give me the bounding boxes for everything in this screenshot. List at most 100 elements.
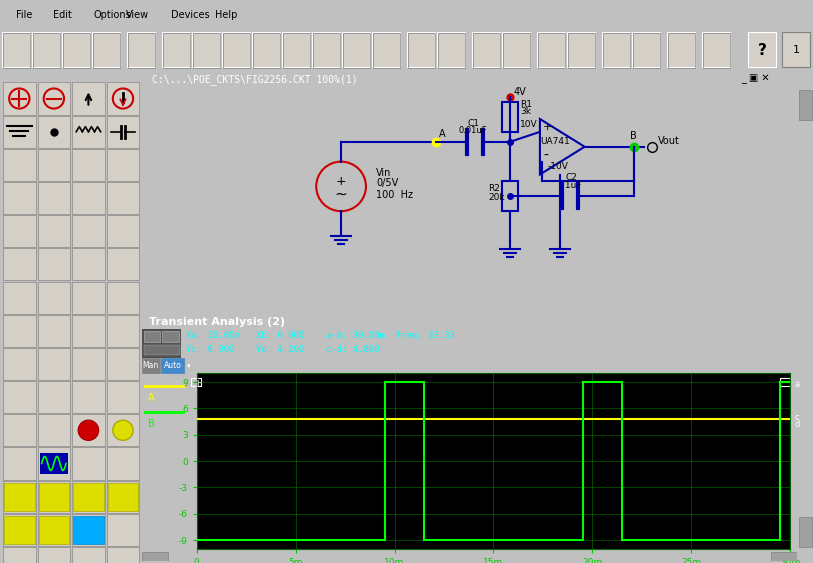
Bar xyxy=(780,378,790,386)
Text: 3k: 3k xyxy=(520,107,531,116)
Bar xyxy=(3,149,36,181)
Text: Auto: Auto xyxy=(164,361,182,370)
Text: File: File xyxy=(16,10,33,20)
Bar xyxy=(3,381,36,413)
Bar xyxy=(107,482,138,511)
Text: R2: R2 xyxy=(489,184,500,193)
Text: Yc: 9.000    Yd: 4.200    c-d: 4.800: Yc: 9.000 Yd: 4.200 c-d: 4.800 xyxy=(185,345,379,354)
Bar xyxy=(4,482,34,511)
Text: a: a xyxy=(794,380,799,389)
Bar xyxy=(252,32,280,68)
Bar xyxy=(538,33,565,68)
Bar xyxy=(144,345,180,355)
Bar xyxy=(3,33,30,68)
Bar xyxy=(107,82,139,115)
Bar xyxy=(62,32,90,68)
Bar xyxy=(502,181,518,211)
Bar xyxy=(312,32,340,68)
Text: Options: Options xyxy=(93,10,131,20)
Text: Devices: Devices xyxy=(171,10,210,20)
Bar xyxy=(72,248,105,280)
Text: .1uF: .1uF xyxy=(562,181,581,190)
Bar xyxy=(3,115,36,148)
Bar xyxy=(72,149,105,181)
Bar xyxy=(107,149,139,181)
Bar xyxy=(633,33,660,68)
Bar xyxy=(107,315,139,347)
Bar xyxy=(438,33,465,68)
Bar xyxy=(3,481,36,513)
Text: 1: 1 xyxy=(793,46,799,55)
Bar xyxy=(632,32,660,68)
Text: _ ▣ ✕: _ ▣ ✕ xyxy=(741,74,770,84)
Circle shape xyxy=(78,420,98,440)
Text: +: + xyxy=(336,175,346,188)
Bar xyxy=(72,282,105,314)
Bar xyxy=(37,381,70,413)
Bar xyxy=(107,448,139,480)
Bar xyxy=(253,33,280,68)
Text: R1: R1 xyxy=(520,100,532,109)
Bar xyxy=(373,33,400,68)
Bar xyxy=(93,33,120,68)
Bar xyxy=(567,32,595,68)
Bar xyxy=(163,331,179,342)
Bar xyxy=(72,481,105,513)
Bar xyxy=(37,348,70,380)
Bar xyxy=(107,182,139,214)
Bar xyxy=(144,331,160,342)
Bar xyxy=(72,513,105,546)
Bar xyxy=(3,315,36,347)
Bar xyxy=(107,215,139,247)
Bar xyxy=(603,33,630,68)
Bar xyxy=(37,149,70,181)
Bar xyxy=(162,32,190,68)
Bar xyxy=(472,32,500,68)
Bar xyxy=(39,482,69,511)
Bar xyxy=(37,282,70,314)
Bar xyxy=(37,513,70,546)
Bar xyxy=(3,182,36,214)
Bar xyxy=(107,282,139,314)
Bar xyxy=(799,90,812,119)
Bar xyxy=(3,513,36,546)
Bar xyxy=(37,182,70,214)
Bar xyxy=(107,248,139,280)
Bar xyxy=(128,33,155,68)
Bar xyxy=(92,32,120,68)
Bar xyxy=(37,315,70,347)
Bar xyxy=(107,414,139,446)
Bar xyxy=(3,82,36,115)
Bar xyxy=(782,32,810,68)
Bar xyxy=(142,358,161,374)
Bar xyxy=(37,248,70,280)
Bar xyxy=(667,32,695,68)
Text: 0.01uF: 0.01uF xyxy=(459,126,488,135)
Text: -10V: -10V xyxy=(548,162,569,171)
Text: Man: Man xyxy=(142,361,159,370)
Bar xyxy=(191,378,201,386)
Bar xyxy=(142,552,168,561)
Bar xyxy=(408,33,435,68)
Bar xyxy=(3,547,36,563)
Bar xyxy=(107,547,139,563)
Bar xyxy=(437,32,465,68)
Bar xyxy=(343,33,370,68)
Text: 10V: 10V xyxy=(520,120,537,129)
Text: 4V: 4V xyxy=(513,87,526,97)
Bar xyxy=(73,516,103,544)
Bar xyxy=(107,481,139,513)
Text: ?: ? xyxy=(758,43,767,58)
Text: b: b xyxy=(197,380,202,389)
Text: UA741: UA741 xyxy=(540,137,570,146)
Text: 100  Hz: 100 Hz xyxy=(376,190,413,200)
Bar xyxy=(407,32,435,68)
Bar xyxy=(63,33,90,68)
Bar xyxy=(342,32,370,68)
Bar xyxy=(799,517,812,547)
Bar xyxy=(37,414,70,446)
Text: 0/5V: 0/5V xyxy=(376,178,398,189)
Bar xyxy=(33,33,60,68)
Bar xyxy=(502,102,518,132)
Bar xyxy=(473,33,500,68)
